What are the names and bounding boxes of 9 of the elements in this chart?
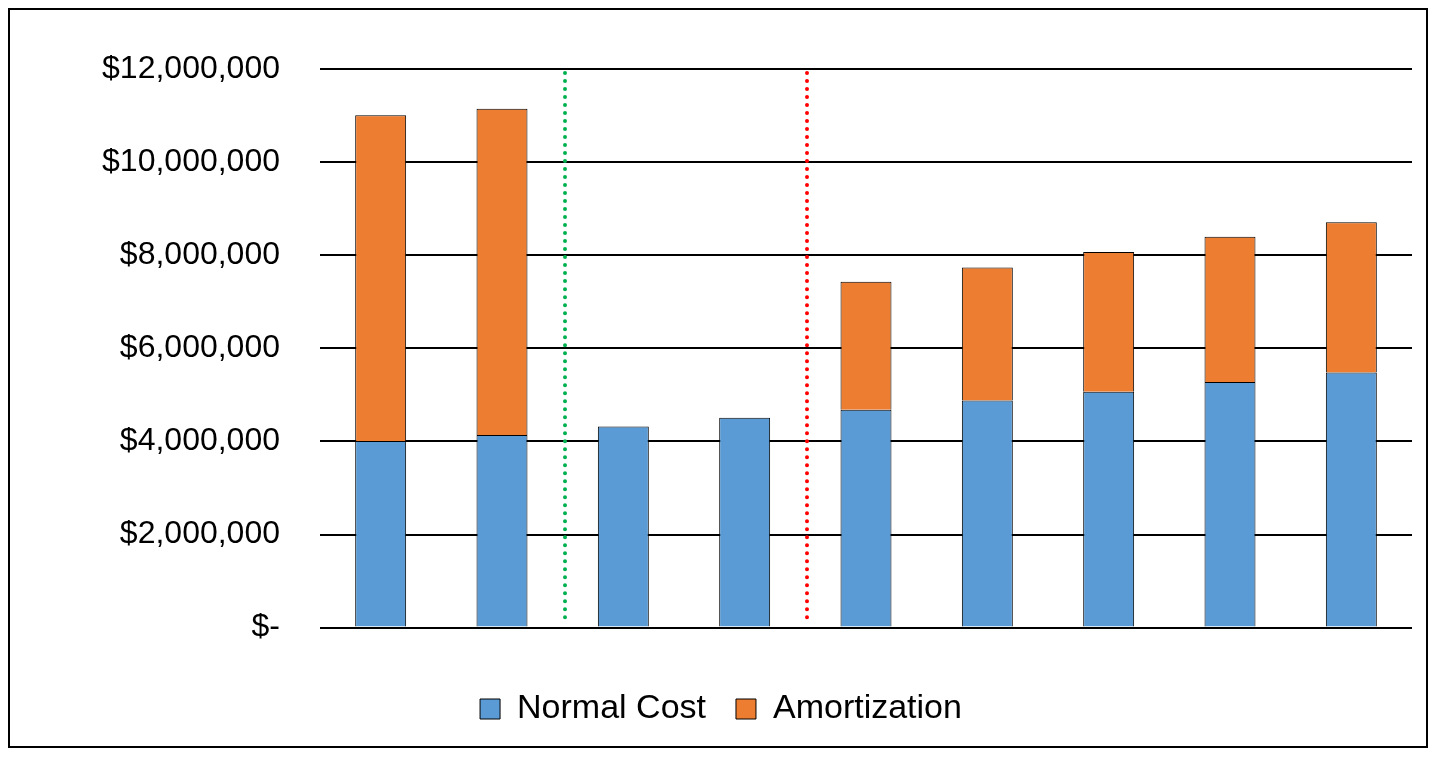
y-tick-label: $2,000,000	[119, 514, 280, 551]
legend-label: Amortization	[772, 687, 962, 726]
y-tick-label: $-	[251, 607, 280, 644]
y-tick-label: $6,000,000	[119, 328, 280, 365]
legend-label: Normal Cost	[517, 687, 707, 726]
y-tick-label: $8,000,000	[119, 235, 280, 272]
y-tick-label: $12,000,000	[102, 49, 280, 86]
y-tick-label: $10,000,000	[102, 142, 280, 179]
y-tick-label: $4,000,000	[119, 421, 280, 458]
